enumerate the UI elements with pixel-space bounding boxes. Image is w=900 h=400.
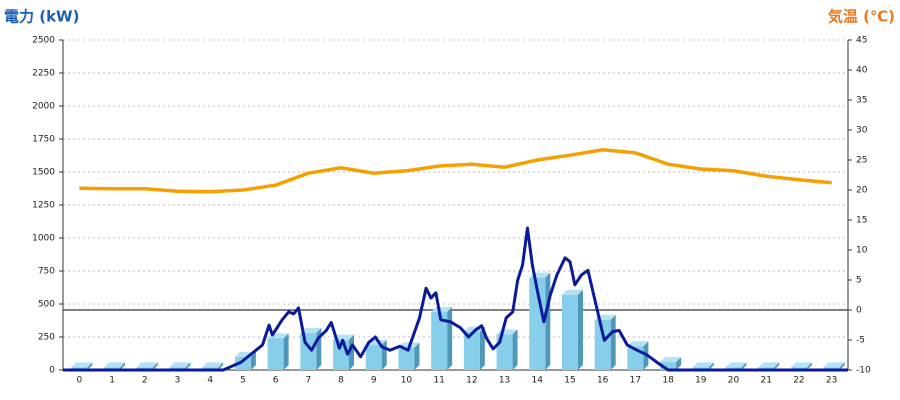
y2-tick-label: 15 [856, 216, 867, 226]
x-tick-label: 13 [499, 376, 510, 386]
x-tick-label: 6 [273, 376, 279, 386]
y2-axis-title: 気温 (℃) [828, 8, 895, 26]
x-tick-label: 17 [630, 376, 641, 386]
y-tick-label: 2250 [32, 69, 55, 79]
y-tick-label: 1250 [32, 201, 55, 211]
x-tick-label: 3 [175, 376, 181, 386]
y-tick-label: 2000 [32, 102, 55, 112]
y-tick-label: 750 [38, 267, 55, 277]
x-tick-label: 2 [142, 376, 148, 386]
bar [660, 357, 682, 370]
x-tick-label: 19 [695, 376, 707, 386]
y-tick-label: 1750 [32, 135, 55, 145]
bar [529, 272, 551, 370]
x-tick-label: 23 [826, 376, 837, 386]
x-tick-label: 0 [76, 376, 82, 386]
x-tick-label: 15 [564, 376, 575, 386]
x-tick-label: 12 [466, 376, 477, 386]
x-tick-label: 14 [532, 376, 544, 386]
bar [496, 329, 518, 370]
y2-tick-label: 40 [856, 66, 868, 76]
temperature-line [79, 148, 832, 194]
x-tick-label: 5 [240, 376, 246, 386]
x-tick-label: 9 [371, 376, 377, 386]
y-tick-label: 500 [38, 300, 55, 310]
x-tick-label: 11 [433, 376, 444, 386]
bar [561, 289, 583, 370]
y2-tick-label: 20 [856, 186, 868, 196]
y-tick-label: 2500 [32, 36, 55, 46]
x-tick-label: 10 [401, 376, 413, 386]
y-tick-label: 1500 [32, 168, 55, 178]
x-tick-label: 7 [305, 376, 311, 386]
y2-tick-label: 10 [856, 246, 868, 256]
power-line [63, 226, 848, 372]
x-tick-label: 18 [662, 376, 674, 386]
y2-tick-label: 35 [856, 96, 867, 106]
bar [267, 333, 289, 370]
y-tick-label: 0 [49, 366, 55, 376]
x-tick-label: 4 [207, 376, 213, 386]
y2-tick-label: 0 [856, 306, 862, 316]
x-tick-label: 8 [338, 376, 344, 386]
y2-tick-label: -10 [856, 366, 871, 376]
x-tick-label: 22 [793, 376, 804, 386]
x-tick-label: 16 [597, 376, 609, 386]
y2-tick-label: 45 [856, 36, 867, 46]
y2-tick-label: 30 [856, 126, 868, 136]
y-tick-label: 250 [38, 333, 55, 343]
y2-tick-label: 25 [856, 156, 867, 166]
y-axis-title: 電力 (kW) [4, 8, 79, 26]
x-tick-label: 21 [761, 376, 772, 386]
x-tick-label: 1 [109, 376, 115, 386]
y2-tick-label: -5 [856, 336, 865, 346]
y2-tick-label: 5 [856, 276, 862, 286]
y-tick-label: 1000 [32, 234, 55, 244]
x-tick-label: 20 [728, 376, 740, 386]
bar [594, 314, 616, 370]
